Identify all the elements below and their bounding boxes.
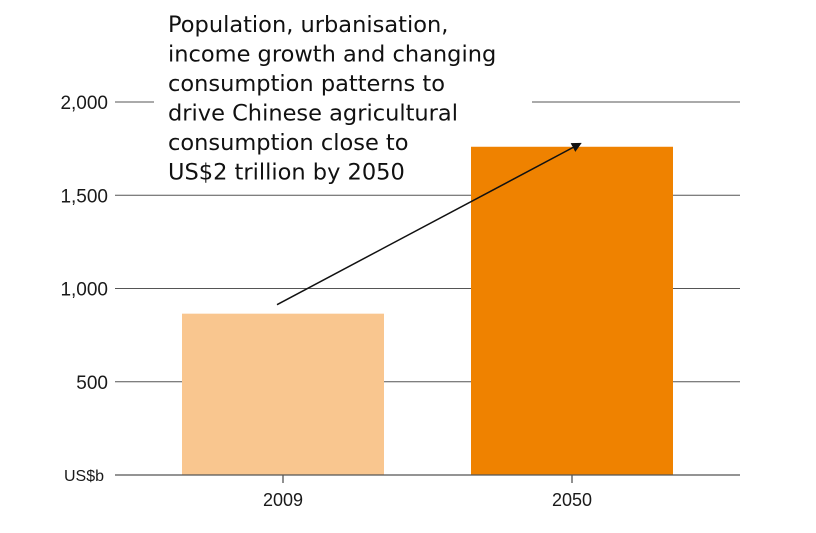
bar-2009: [182, 313, 384, 475]
y-tick-label: 1,000: [60, 280, 108, 301]
annotation-line: drive Chinese agricultural: [168, 101, 458, 127]
annotation-line: consumption patterns to: [168, 71, 445, 97]
x-tick-label: 2009: [263, 490, 303, 510]
annotation-arrow: [276, 142, 582, 306]
annotation-line: US$2 trillion by 2050: [168, 160, 405, 186]
y-tick-label: 2,000: [60, 93, 108, 114]
x-axis: [115, 474, 740, 483]
bar-2050: [471, 146, 673, 475]
annotation: Population, urbanisation, income growth …: [168, 12, 582, 306]
x-tick-label: 2050: [552, 490, 592, 510]
y-tick-label: 1,500: [60, 186, 108, 207]
annotation-line: consumption close to: [168, 130, 409, 156]
annotation-line: income growth and changing: [168, 42, 496, 68]
annotation-line: Population, urbanisation,: [168, 12, 448, 38]
bars: [182, 146, 673, 475]
axis-labels: US$b 500 1,000 1,500 2,000 2009 2050: [60, 93, 592, 510]
y-tick-label: 500: [76, 373, 108, 394]
y-unit-label: US$b: [64, 468, 104, 485]
